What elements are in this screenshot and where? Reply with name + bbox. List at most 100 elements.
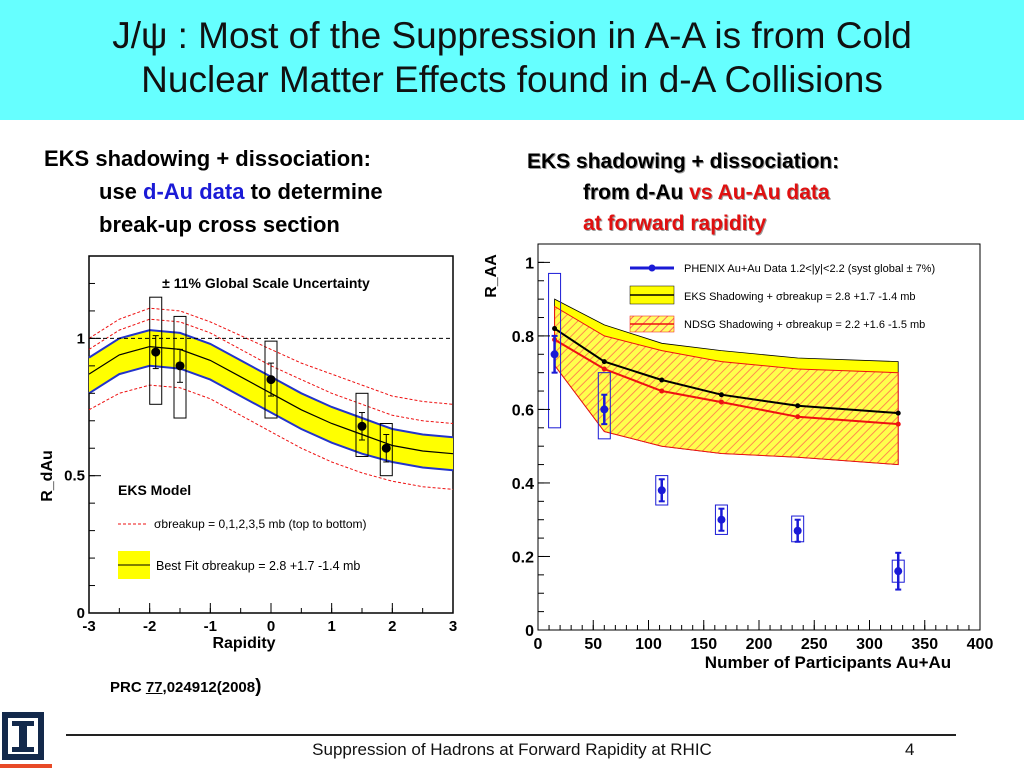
right-y-tick-label: 0 (525, 623, 534, 640)
right-y-tick-label: 0.6 (512, 402, 534, 419)
right-legend-ndsg-label: NDSG Shadowing + σbreakup = 2.2 +1.6 -1.… (684, 319, 925, 331)
logo-serif-bottom (12, 747, 34, 752)
left-x-tick-label: -2 (143, 618, 156, 635)
footer-text: Suppression of Hadrons at Forward Rapidi… (312, 740, 712, 759)
left-syst-box (264, 340, 278, 419)
right-ndsg-band (554, 305, 899, 466)
left-bullet-text: EKS shadowing + dissociation: use d-Au d… (44, 142, 484, 241)
left-data-point (151, 347, 161, 357)
right-data-point (793, 526, 802, 535)
right-data-point (550, 350, 559, 359)
right-ndsg-marker (795, 414, 801, 420)
right-chart-plot-area (548, 272, 905, 591)
right-eks-curve (554, 327, 899, 415)
left-dashed-curve (88, 318, 454, 424)
citation-volume: 77 (145, 679, 163, 696)
right-x-tick-label: 100 (635, 636, 662, 653)
left-data-point (381, 443, 391, 453)
right-ndsg-marker (601, 366, 607, 372)
left-y-tick-label: 0.5 (64, 468, 85, 485)
right-y-tick-label: 0.4 (512, 476, 534, 493)
right-y-tick-label: 1 (525, 255, 534, 272)
right-bullet-line-2-pre: from d-Au (583, 181, 690, 204)
slide-title-line-2: Nuclear Matter Effects found in d-A Coll… (141, 59, 883, 100)
right-eks-marker (552, 326, 558, 332)
right-eks-marker (895, 410, 901, 416)
left-x-tick-label: 0 (267, 618, 275, 635)
right-eks-marker (659, 377, 665, 383)
right-bullet-text: EKS shadowing + dissociation: from d-Au … (527, 146, 997, 239)
right-x-tick-label: 350 (911, 636, 938, 653)
left-chart-ylabel: R_dAu (39, 450, 56, 502)
left-bullet-line-1: EKS shadowing + dissociation: (44, 146, 371, 171)
right-x-tick-label: 300 (856, 636, 883, 653)
left-chart-rdau-vs-rapidity: -3 -2 -1 0 1 2 3 0 0.5 1 Rapidity R_dAu ± 11% Glo… (39, 255, 457, 652)
right-chart-raa-vs-npart: 0 50 100 150 200 250 300 350 400 0 0.2 0.4 0.6 0.8 1 N… (484, 243, 994, 672)
citation-close: ) (255, 676, 262, 697)
right-syst-box (655, 475, 669, 506)
right-bullet-highlight: vs Au-Au data (689, 181, 830, 204)
left-bullet-line-2-post: to determine (244, 179, 383, 204)
slide-title: J/ψ : Most of the Suppression in A-A is … (0, 0, 1024, 120)
left-dashed-curve (88, 307, 454, 405)
right-bullet-line-2: from d-Au vs Au-Au data (527, 177, 997, 208)
right-y-tick-label: 0.8 (512, 329, 534, 346)
right-eks-marker (795, 403, 801, 409)
right-data-point (657, 486, 666, 495)
right-x-tick-label: 0 (534, 636, 543, 653)
right-chart-ylabel: R_AA (484, 254, 500, 298)
left-bullet-line-3: break-up cross section (99, 212, 340, 237)
slide-title-line-1: J/ψ : Most of the Suppression in A-A is … (112, 15, 912, 56)
left-chart-legend-title: EKS Model (118, 482, 191, 498)
right-bullet-line-1: EKS shadowing + dissociation: (527, 150, 840, 173)
left-data-point (266, 375, 276, 385)
left-x-tick-label: 3 (449, 618, 457, 635)
right-x-tick-label: 200 (746, 636, 773, 653)
left-chart-legend-dashed: σbreakup = 0,1,2,3,5 mb (top to bottom) (154, 517, 367, 531)
left-x-tick-label: -3 (82, 618, 95, 635)
right-chart-legend: PHENIX Au+Au Data 1.2<|y|<2.2 (syst glob… (629, 263, 935, 333)
left-chart-plot-area (88, 296, 454, 490)
left-bullet-highlight: d-Au data (143, 179, 245, 204)
right-x-tick-label: 400 (967, 636, 994, 653)
left-bullet-line-2-pre: use (99, 179, 144, 204)
left-syst-box (379, 423, 393, 477)
right-eks-marker (601, 359, 607, 365)
right-ndsg-curve (554, 338, 899, 426)
left-chart-axes: -3 -2 -1 0 1 2 3 0 0.5 1 (64, 282, 457, 635)
citation-post: ,024912(2008 (162, 679, 256, 696)
right-x-tick-label: 150 (690, 636, 717, 653)
left-y-tick-label: 0 (77, 605, 85, 622)
right-legend-data-marker (648, 264, 656, 272)
citation: PRC 77,024912(2008) (110, 676, 261, 698)
right-data-point (717, 515, 726, 524)
right-eks-marker (718, 392, 724, 398)
right-ndsg-marker (895, 421, 901, 427)
right-ndsg-marker (659, 388, 665, 394)
university-logo (0, 712, 52, 768)
right-chart-axes: 0 50 100 150 200 250 300 350 400 0 0.2 0.4 0.6 0.8 1 (512, 255, 994, 653)
logo-orange-bar (0, 764, 52, 768)
right-syst-box (597, 372, 611, 440)
right-legend-eks-label: EKS Shadowing + σbreakup = 2.8 +1.7 -1.4… (684, 291, 916, 303)
right-bullet-line-3: at forward rapidity (583, 212, 767, 235)
citation-pre: PRC (110, 679, 146, 696)
logo-stem (19, 726, 27, 749)
right-syst-box (714, 504, 728, 535)
left-x-tick-label: -1 (204, 618, 217, 635)
left-chart-xlabel: Rapidity (212, 635, 275, 652)
right-chart-xlabel: Number of Participants Au+Au (705, 653, 951, 672)
left-x-tick-label: 2 (388, 618, 396, 635)
page-number: 4 (905, 740, 915, 759)
left-x-tick-label: 1 (327, 618, 335, 635)
left-syst-box (173, 315, 187, 419)
right-x-tick-label: 50 (584, 636, 602, 653)
right-legend-data-label: PHENIX Au+Au Data 1.2<|y|<2.2 (syst glob… (684, 263, 935, 275)
right-ndsg-marker (718, 399, 724, 405)
left-chart-annotation: ± 11% Global Scale Uncertainty (162, 275, 370, 291)
left-bullet-line-2: use d-Au data to determine (44, 175, 484, 208)
left-syst-box (149, 296, 163, 405)
logo-serif-top (12, 721, 34, 726)
left-data-point (175, 361, 185, 371)
right-x-tick-label: 250 (801, 636, 828, 653)
